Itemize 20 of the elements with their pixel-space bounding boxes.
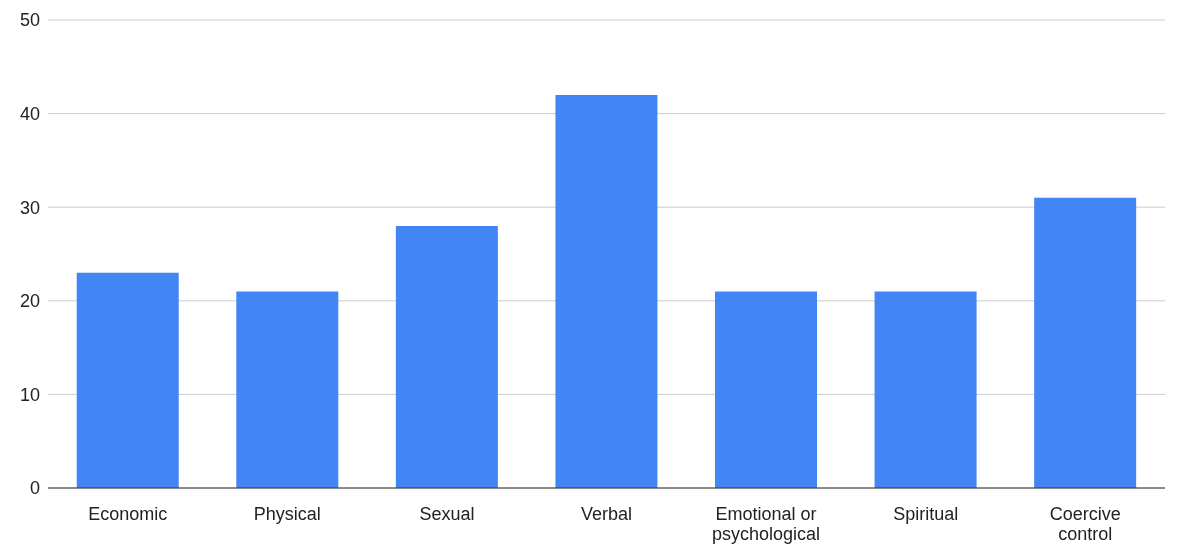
bar (395, 225, 498, 488)
x-tick-label: Emotional or psychological (712, 504, 821, 544)
x-tick-label: Economic (88, 504, 168, 525)
x-tick-label: Sexual (419, 504, 475, 525)
y-tick-label: 40 (19, 103, 40, 124)
bar (555, 94, 658, 488)
y-tick-label: 10 (19, 384, 40, 405)
x-tick-label: Coercive control (1049, 504, 1121, 544)
bar (1034, 197, 1137, 488)
bar (874, 291, 977, 488)
y-tick-label: 20 (19, 291, 40, 312)
bar (76, 272, 179, 488)
bar (715, 291, 818, 488)
y-tick-label: 50 (19, 10, 40, 31)
x-tick-label: Physical (253, 504, 321, 525)
bar (236, 291, 339, 488)
y-tick-label: 0 (29, 478, 40, 499)
y-tick-label: 30 (19, 197, 40, 218)
x-tick-label: Spiritual (893, 504, 959, 525)
x-tick-label: Verbal (580, 504, 633, 525)
